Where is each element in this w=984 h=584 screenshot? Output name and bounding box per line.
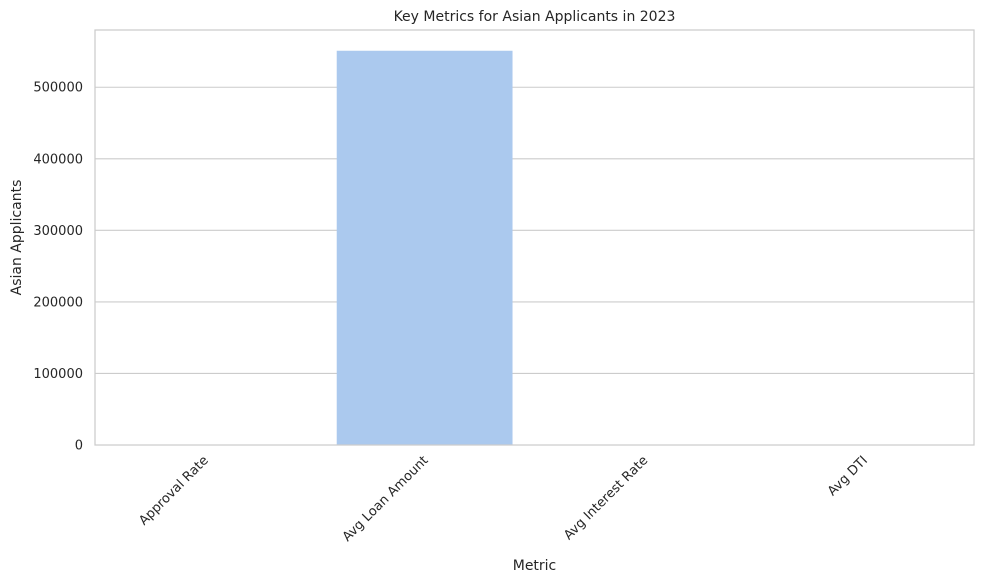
y-axis-label: Asian Applicants <box>9 180 25 296</box>
y-tick-label: 400000 <box>33 152 83 167</box>
bar <box>336 50 513 445</box>
bars <box>116 50 953 445</box>
y-tick-label: 100000 <box>33 367 83 382</box>
y-tick-label: 300000 <box>33 224 83 239</box>
x-tick-label: Avg Loan Amount <box>340 453 432 545</box>
gridlines <box>95 86 974 446</box>
y-tick-labels: 0 100000 200000 300000 400000 500000 <box>33 81 83 454</box>
y-tick-label: 0 <box>75 439 83 454</box>
x-tick-labels: Approval Rate Avg Loan Amount Avg Interest… <box>136 453 871 545</box>
x-axis-label: Metric <box>513 558 557 574</box>
x-tick-label: Avg Interest Rate <box>561 453 651 543</box>
x-tick-label: Approval Rate <box>136 453 211 528</box>
y-tick-label: 500000 <box>33 81 83 96</box>
x-tick-label: Avg DTI <box>825 453 871 499</box>
y-tick-label: 200000 <box>33 295 83 310</box>
plot-frame <box>94 29 975 446</box>
chart-title: Key Metrics for Asian Applicants in 2023 <box>394 9 676 25</box>
